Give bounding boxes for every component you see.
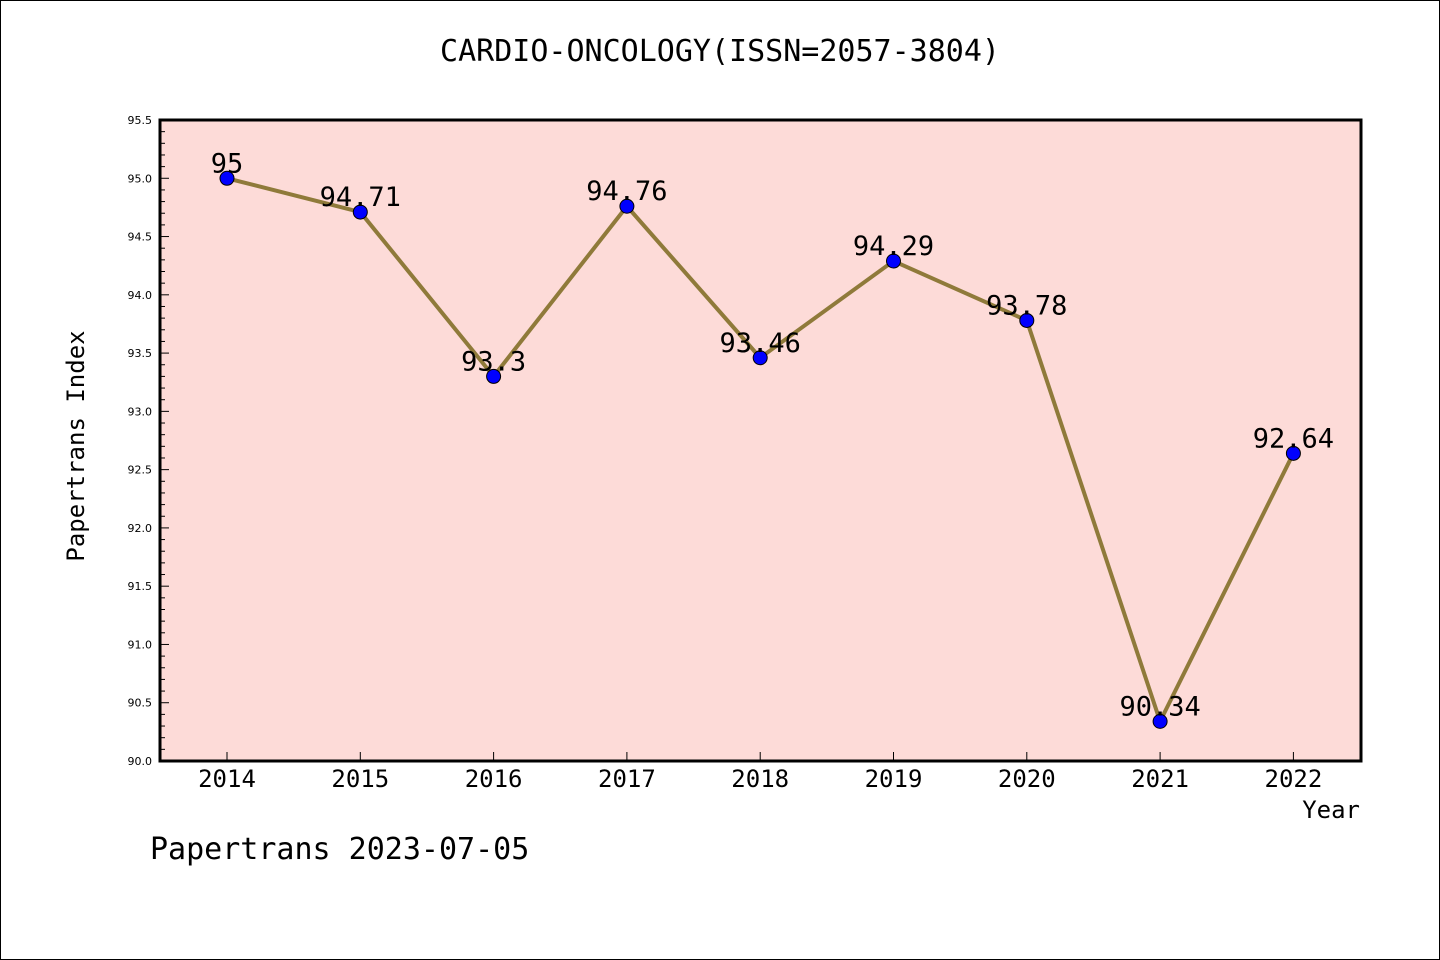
data-point [486, 368, 502, 384]
y-tick-label: 90.0 [128, 755, 153, 768]
y-tick-label: 94.0 [128, 289, 153, 302]
data-point [752, 350, 768, 366]
data-point [886, 253, 901, 269]
axis-ticks: 90.0 90.5 91.0 91.5 92.0 92.5 93.0 93.5 94.0 94.5… [128, 114, 1323, 793]
data-label: 93.3 [461, 346, 526, 377]
data-point [219, 170, 235, 186]
y-tick-label: 90.5 [128, 697, 153, 710]
data-label: 92.64 [1253, 423, 1334, 454]
y-tick-label: 91.0 [128, 638, 153, 651]
footer-watermark: Papertrans 2023-07-05 [150, 832, 530, 867]
x-tick-label: 2021 [1131, 765, 1189, 793]
y-tick-label: 93.0 [128, 405, 153, 418]
chart-title: CARDIO-ONCOLOGY(ISSN=2057-3804) [440, 34, 1000, 69]
x-tick-label: 2020 [998, 765, 1056, 793]
data-label: 93.46 [720, 328, 801, 359]
data-label: 94.71 [320, 182, 401, 213]
x-tick-label: 2016 [465, 765, 523, 793]
data-label: 94.76 [586, 176, 667, 207]
y-tick-label: 95.0 [128, 172, 153, 185]
data-point [1152, 713, 1168, 729]
data-label: 94.29 [853, 231, 934, 262]
x-tick-label: 2017 [598, 765, 656, 793]
series-layer: 95 94.71 93.3 94.76 93.46 94.29 93.78 90.34 92.6… [211, 148, 1334, 729]
y-tick-label: 92.0 [128, 522, 153, 535]
data-point [1019, 312, 1035, 328]
y-tick-label: 94.5 [128, 231, 153, 244]
data-point [352, 204, 368, 220]
data-label: 95 [211, 148, 244, 179]
y-tick-label: 92.5 [128, 464, 153, 477]
data-point [619, 198, 635, 214]
data-point [1285, 445, 1301, 461]
x-axis-label: Year [1302, 796, 1360, 824]
data-label: 90.34 [1119, 691, 1200, 722]
x-tick-label: 2019 [865, 765, 923, 793]
x-tick-label: 2014 [198, 765, 256, 793]
y-tick-label: 93.5 [128, 347, 153, 360]
x-tick-label: 2022 [1265, 765, 1323, 793]
data-label: 93.78 [986, 290, 1067, 321]
y-tick-label: 91.5 [128, 580, 153, 593]
x-tick-label: 2018 [731, 765, 789, 793]
plot-border [158, 118, 1363, 763]
x-tick-label: 2015 [331, 765, 389, 793]
y-tick-label: 95.5 [128, 114, 153, 127]
plot-area [160, 120, 1361, 761]
